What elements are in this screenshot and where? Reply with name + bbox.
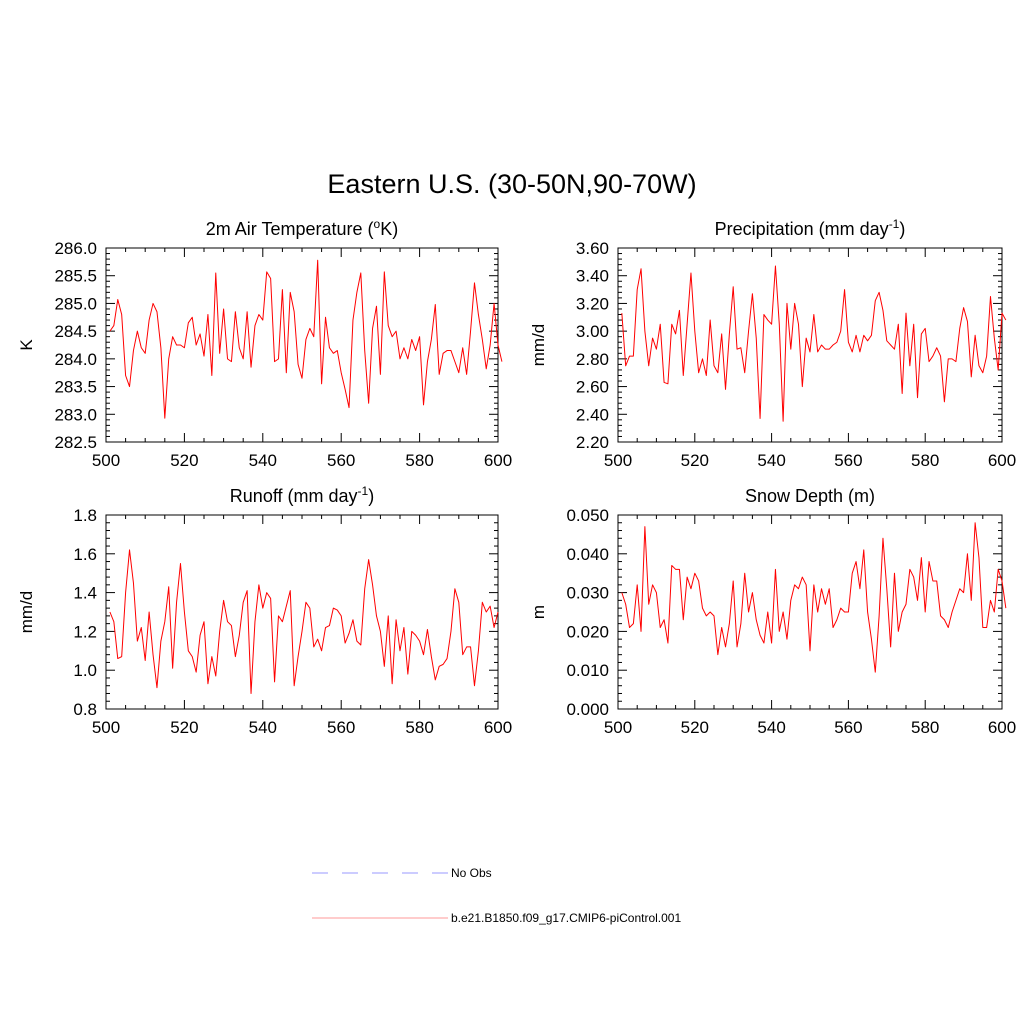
snow-depth-title-text: Snow Depth (m) [745, 486, 875, 506]
precipitation-title: Precipitation (mm day-1) [715, 217, 906, 239]
figure-title: Eastern U.S. (30-50N,90-70W) [327, 169, 696, 199]
temperature-x-tick-label: 600 [484, 451, 512, 470]
temperature-y-tick-label: 285.5 [54, 267, 97, 286]
panel-temperature: 2m Air Temperature (oK) K 282.5 283.0 283.5 2… [17, 217, 512, 470]
temperature-x-tick-label: 500 [92, 451, 120, 470]
precipitation-y-tick-label: 3.20 [576, 294, 609, 313]
temperature-y-tick-label: 284.5 [54, 322, 97, 341]
temperature-x-tick-label: 520 [170, 451, 198, 470]
snow-depth-plot-frame [617, 514, 1003, 710]
runoff-x-tick-label: 600 [484, 718, 512, 737]
snow-depth-x-tick-label: 540 [757, 718, 785, 737]
snow-depth-title: Snow Depth (m) [745, 486, 875, 506]
runoff-title-superscript: -1 [358, 484, 369, 498]
runoff-x-tick-label: 540 [249, 718, 277, 737]
runoff-title: Runoff (mm day-1) [230, 484, 374, 506]
snow-depth-x-tick-label: 580 [911, 718, 939, 737]
temperature-y-tick-label: 286.0 [54, 239, 97, 258]
temperature-title-text: 2m Air Temperature ( [206, 219, 374, 239]
snow-depth-y-axis-label: m [529, 605, 548, 619]
precipitation-x-tick-label: 560 [834, 451, 862, 470]
precipitation-title-text-end: ) [899, 219, 905, 239]
runoff-y-axis-label: mm/d [17, 591, 36, 634]
precipitation-y-tick-label: 3.40 [576, 267, 609, 286]
precipitation-x-tick-label: 520 [681, 451, 709, 470]
precipitation-title-superscript: -1 [889, 217, 900, 231]
snow-depth-x-tick-label: 520 [681, 718, 709, 737]
runoff-x-tick-label: 560 [327, 718, 355, 737]
snow-depth-y-tick-label: 0.020 [566, 622, 609, 641]
snow-depth-y-tick-label: 0.040 [566, 545, 609, 564]
precipitation-y-tick-label: 2.40 [576, 405, 609, 424]
runoff-x-tick-label: 500 [92, 718, 120, 737]
precipitation-plot-frame [617, 247, 1003, 443]
precipitation-y-tick-label: 2.20 [576, 433, 609, 452]
runoff-y-tick-label: 0.8 [73, 700, 97, 719]
temperature-title: 2m Air Temperature (oK) [206, 217, 398, 239]
legend-label-no-obs: No Obs [451, 866, 492, 880]
temperature-x-tick-label: 580 [405, 451, 433, 470]
snow-depth-x-tick-label: 500 [604, 718, 632, 737]
runoff-y-tick-label: 1.8 [73, 506, 97, 525]
panel-precipitation: Precipitation (mm day-1) mm/d 2.20 2.40 2.60… [529, 217, 1016, 470]
precipitation-y-tick-label: 2.60 [576, 378, 609, 397]
snow-depth-y-tick-label: 0.000 [566, 700, 609, 719]
precipitation-y-tick-label: 3.00 [576, 322, 609, 341]
snow-depth-series-line [621, 522, 1007, 673]
temperature-series-line [109, 259, 503, 419]
precipitation-x-tick-label: 540 [757, 451, 785, 470]
runoff-title-text-end: ) [368, 486, 374, 506]
temperature-y-tick-label: 284.0 [54, 350, 97, 369]
snow-depth-y-tick-label: 0.010 [566, 661, 609, 680]
precipitation-x-tick-label: 500 [604, 451, 632, 470]
temperature-y-tick-label: 283.5 [54, 378, 97, 397]
snow-depth-y-tick-label: 0.050 [566, 506, 609, 525]
temperature-y-tick-label: 282.5 [54, 433, 97, 452]
runoff-y-tick-label: 1.6 [73, 545, 97, 564]
precipitation-series-line [621, 265, 1007, 422]
snow-depth-x-tick-label: 600 [988, 718, 1016, 737]
runoff-plot-frame [105, 514, 499, 710]
temperature-y-tick-label: 285.0 [54, 294, 97, 313]
runoff-y-tick-label: 1.0 [73, 661, 97, 680]
precipitation-x-tick-label: 580 [911, 451, 939, 470]
precipitation-y-axis-label: mm/d [529, 324, 548, 367]
temperature-title-text-end: K) [380, 219, 398, 239]
runoff-series-line [109, 549, 499, 694]
legend: No Obs b.e21.B1850.f09_g17.CMIP6-piContr… [312, 866, 681, 925]
snow-depth-y-tick-label: 0.030 [566, 584, 609, 603]
legend-label-model: b.e21.B1850.f09_g17.CMIP6-piControl.001 [451, 911, 681, 925]
runoff-y-tick-label: 1.4 [73, 584, 97, 603]
temperature-y-tick-label: 283.0 [54, 405, 97, 424]
temperature-title-superscript: o [374, 217, 381, 231]
panel-runoff: Runoff (mm day-1) mm/d 0.8 1.0 1.2 1.4 1.6 1.8 5… [17, 484, 512, 737]
temperature-x-tick-label: 560 [327, 451, 355, 470]
runoff-y-tick-label: 1.2 [73, 622, 97, 641]
snow-depth-x-tick-label: 560 [834, 718, 862, 737]
precipitation-y-tick-label: 3.60 [576, 239, 609, 258]
precipitation-y-tick-label: 2.80 [576, 350, 609, 369]
panel-snow-depth: Snow Depth (m) m 0.000 0.010 0.020 0.030 0.040… [529, 486, 1016, 737]
panels: 2m Air Temperature (oK) K 282.5 283.0 283.5 2… [17, 217, 1016, 737]
precipitation-x-tick-label: 600 [988, 451, 1016, 470]
runoff-x-tick-label: 520 [170, 718, 198, 737]
precipitation-title-text: Precipitation (mm day [715, 219, 889, 239]
temperature-x-tick-label: 540 [249, 451, 277, 470]
runoff-x-tick-label: 580 [405, 718, 433, 737]
temperature-y-axis-label: K [17, 339, 36, 351]
runoff-title-text: Runoff (mm day [230, 486, 358, 506]
